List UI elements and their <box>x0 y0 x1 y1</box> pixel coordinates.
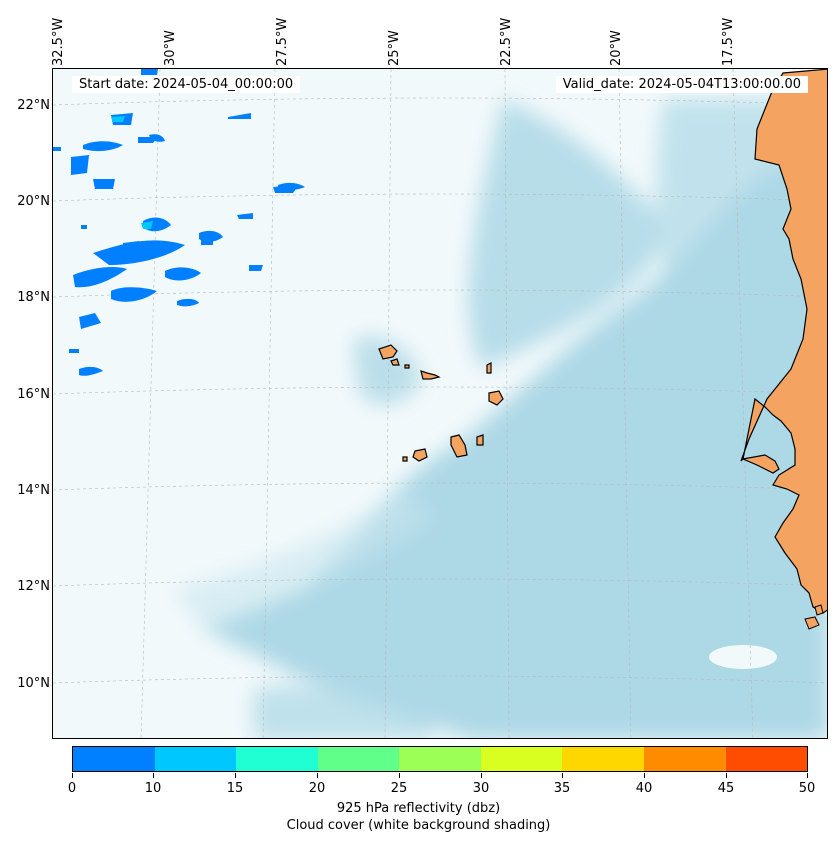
reflectivity-patch <box>93 179 115 189</box>
cloud-cover-layer <box>173 99 827 738</box>
lat-label-22n: 22°N <box>17 98 50 113</box>
cloud-south-strip <box>253 686 433 738</box>
colorbar-tick <box>726 773 727 778</box>
reflectivity-patch <box>177 298 199 307</box>
colorbar-segment <box>725 747 808 771</box>
colorbar-tick <box>317 773 318 778</box>
guinea-bissau-islands <box>804 616 820 630</box>
colorbar-segment <box>480 747 563 771</box>
colorbar-segment <box>562 747 644 771</box>
colorbar-tick <box>72 773 73 778</box>
colorbar-tick <box>399 773 400 778</box>
colorbar-segment <box>643 747 726 771</box>
lon-label-20w: 20°W <box>609 30 624 66</box>
lon-label-22-5w: 22.5°W <box>499 17 514 66</box>
island-santo-antao <box>378 344 398 360</box>
colorbar-tick <box>807 773 808 778</box>
colorbar-tick-label: 45 <box>717 781 735 796</box>
cloud-thin-south <box>173 489 433 629</box>
colorbar <box>72 746 808 772</box>
reflectivity-patch <box>111 287 157 302</box>
lat-label-14n: 14°N <box>17 483 50 498</box>
island-sal <box>486 362 492 374</box>
reflectivity-patch <box>237 213 253 219</box>
lon-label-27-5w: 27.5°W <box>275 17 290 66</box>
colorbar-tick-label: 35 <box>553 781 571 796</box>
cloud-band-north <box>468 99 661 369</box>
island-maio <box>476 434 484 446</box>
reflectivity-patch <box>81 225 87 229</box>
colorbar-tick-label: 50 <box>798 781 816 796</box>
island-boa-vista <box>488 390 504 406</box>
map-canvas <box>53 69 827 738</box>
reflectivity-patch-light <box>111 116 125 122</box>
colorbar-tick-label: 40 <box>635 781 653 796</box>
lat-label-16n: 16°N <box>17 387 50 402</box>
colorbar-tick-label: 20 <box>308 781 326 796</box>
reflectivity-patch <box>149 134 165 142</box>
colorbar-tick <box>562 773 563 778</box>
colorbar-tick-label: 15 <box>226 781 244 796</box>
lon-label-17-5w: 17.5°W <box>721 17 736 66</box>
cloud-band-upper <box>656 99 783 299</box>
reflectivity-10-15-layer <box>111 116 153 229</box>
valid-date-label: Valid_date: 2024-05-04T13:00:00.00 <box>555 76 808 93</box>
island-santa-luzia <box>404 364 410 369</box>
map-panel <box>52 68 828 739</box>
reflectivity-patch <box>201 239 213 245</box>
guinea-bissau-islands <box>814 604 824 616</box>
colorbar-tick-label: 25 <box>390 781 408 796</box>
colorbar-title: 925 hPa reflectivity (dbz) <box>336 801 501 816</box>
cape-verde-islands <box>378 344 504 462</box>
island-sao-vicente <box>390 358 400 366</box>
start-date-label: Start date: 2024-05-04_00:00:00 <box>72 76 301 93</box>
colorbar-segment <box>236 747 318 771</box>
reflectivity-patch <box>228 113 251 119</box>
reflectivity-patch <box>273 185 299 193</box>
reflectivity-patch-light <box>141 221 153 229</box>
reflectivity-patch <box>71 155 89 175</box>
colorbar-tick <box>235 773 236 778</box>
reflectivity-patch <box>93 240 185 265</box>
reflectivity-patch <box>83 141 123 152</box>
colorbar-subtitle: Cloud cover (white background shading) <box>286 818 551 833</box>
lat-label-18n: 18°N <box>17 290 50 305</box>
reflectivity-patch <box>69 349 79 353</box>
senegal-coast-detail <box>740 454 780 474</box>
colorbar-tick <box>644 773 645 778</box>
reflectivity-patch <box>165 267 201 281</box>
colorbar-tick <box>481 773 482 778</box>
colorbar-segment <box>73 747 155 771</box>
colorbar-segment <box>154 747 237 771</box>
island-fogo <box>412 448 428 462</box>
lon-label-25w: 25°W <box>387 30 402 66</box>
colorbar-tick-label: 0 <box>67 781 77 796</box>
reflectivity-patch <box>73 267 127 288</box>
reflectivity-patch <box>249 265 263 271</box>
reflectivity-patch <box>79 313 101 329</box>
lon-label-32-5w: 32.5°W <box>51 17 66 66</box>
colorbar-tick-label: 10 <box>144 781 162 796</box>
island-brava <box>402 456 408 462</box>
reflectivity-patch <box>141 69 158 75</box>
colorbar-segment <box>317 747 400 771</box>
colorbar-tick-label: 30 <box>472 781 490 796</box>
colorbar-segment <box>399 747 481 771</box>
reflectivity-patch <box>79 366 103 376</box>
island-sao-nicolau <box>420 370 441 380</box>
colorbar-tick <box>153 773 154 778</box>
cloud-islands-patch <box>353 336 423 406</box>
island-santiago <box>450 434 468 458</box>
reflectivity-patch <box>53 147 61 151</box>
lat-label-12n: 12°N <box>17 579 50 594</box>
graticule <box>53 69 827 738</box>
reflectivity-layer <box>53 69 305 376</box>
lat-label-20n: 20°N <box>17 194 50 209</box>
lon-label-30w: 30°W <box>163 30 178 66</box>
africa-coastline <box>740 69 827 614</box>
lat-label-10n: 10°N <box>17 676 50 691</box>
clear-patch <box>709 645 777 669</box>
